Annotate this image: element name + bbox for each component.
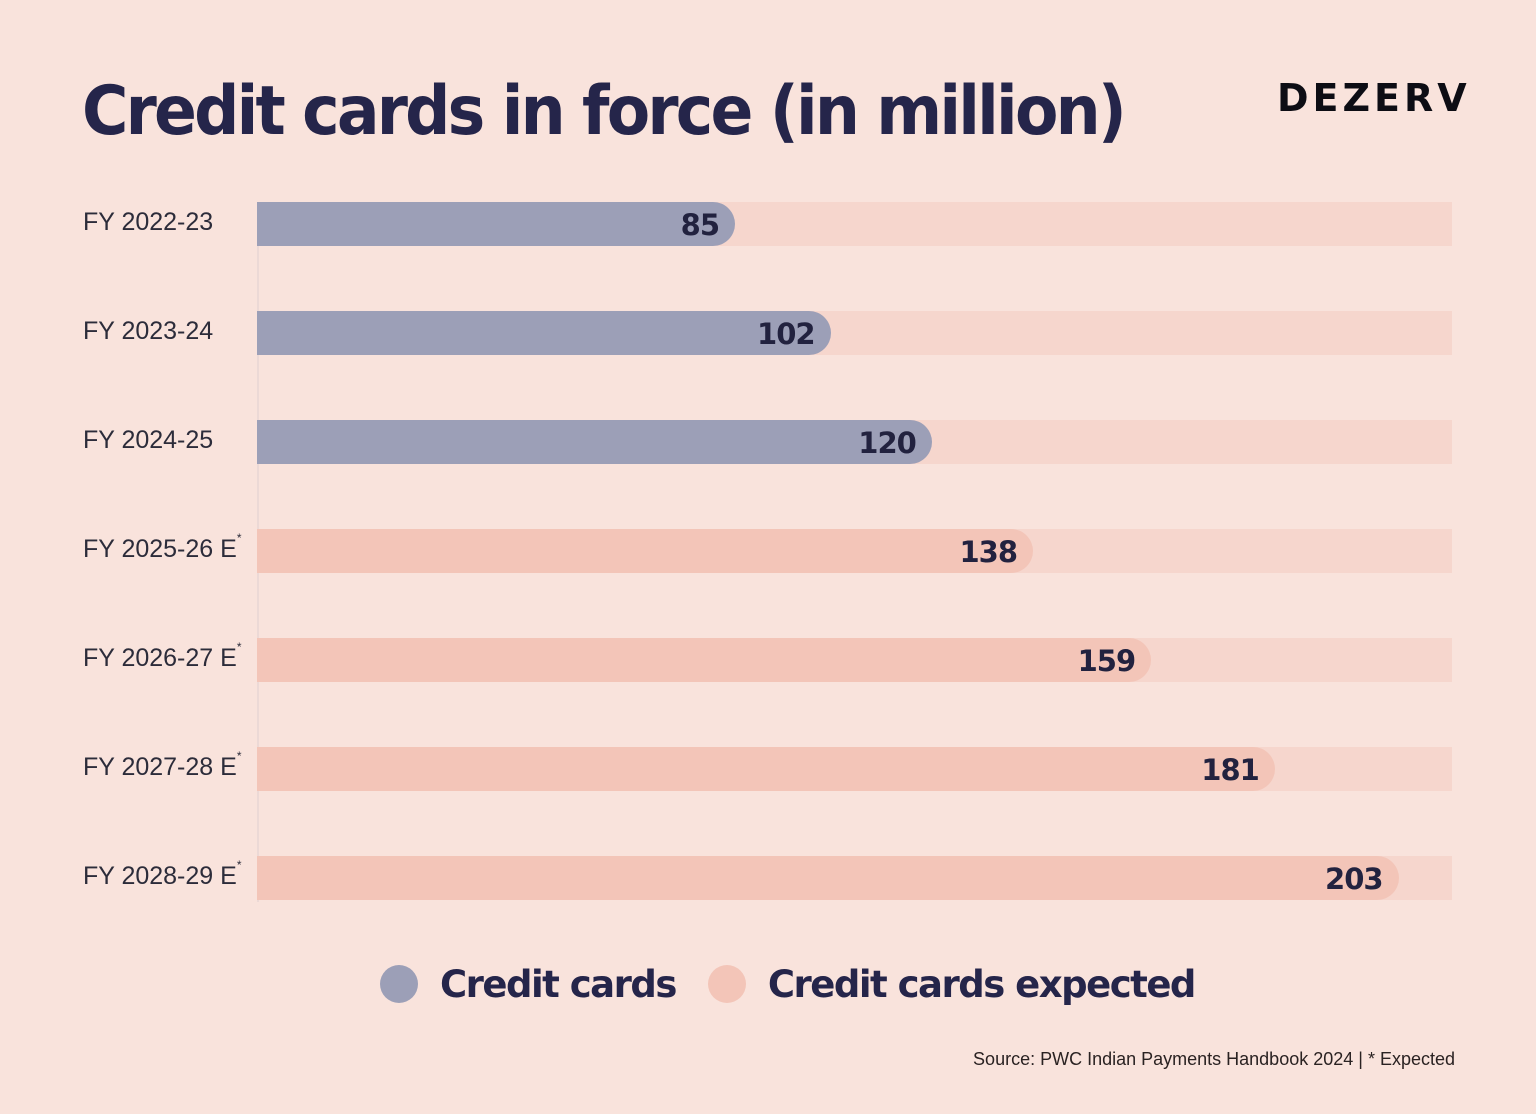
bar-value-label: 102 <box>757 317 815 351</box>
legend-swatch-credit-cards <box>380 965 418 1003</box>
bar-actual: 120 <box>257 420 932 464</box>
category-label: FY 2022-23 <box>83 208 213 237</box>
expected-marker: * <box>237 858 242 872</box>
category-label-text: FY 2027-28 E <box>83 753 237 781</box>
bar-value-label: 120 <box>858 426 916 460</box>
legend: Credit cards Credit cards expected <box>380 962 1227 1006</box>
category-label: FY 2024-25 <box>83 426 213 455</box>
category-label: FY 2025-26 E* <box>83 535 241 564</box>
category-label-text: FY 2022-23 <box>83 208 213 236</box>
bar-value-label: 138 <box>960 535 1018 569</box>
bar-row: FY 2023-24 102 <box>0 311 1536 355</box>
bar-row: FY 2025-26 E* 138 <box>0 529 1536 573</box>
bar-row: FY 2022-23 85 <box>0 202 1536 246</box>
legend-item-credit-cards: Credit cards <box>380 963 676 1006</box>
category-label-text: FY 2025-26 E <box>83 535 237 563</box>
bar-expected: 159 <box>257 638 1151 682</box>
bar-actual: 85 <box>257 202 735 246</box>
bar-expected: 181 <box>257 747 1275 791</box>
category-label-text: FY 2024-25 <box>83 426 213 454</box>
expected-marker: * <box>237 640 242 654</box>
category-label: FY 2026-27 E* <box>83 644 241 673</box>
expected-marker: * <box>237 749 242 763</box>
bar-value-label: 85 <box>681 208 719 242</box>
bar-row: FY 2026-27 E* 159 <box>0 638 1536 682</box>
bar-value-label: 181 <box>1201 753 1259 787</box>
bar-value-label: 203 <box>1325 862 1383 896</box>
bar-actual: 102 <box>257 311 831 355</box>
legend-label-credit-cards-expected: Credit cards expected <box>768 963 1195 1006</box>
category-label-text: FY 2028-29 E <box>83 862 237 890</box>
category-label: FY 2023-24 <box>83 317 213 346</box>
legend-swatch-credit-cards-expected <box>708 965 746 1003</box>
legend-label-credit-cards: Credit cards <box>440 963 676 1006</box>
category-label: FY 2028-29 E* <box>83 862 241 891</box>
category-label: FY 2027-28 E* <box>83 753 241 782</box>
legend-item-credit-cards-expected: Credit cards expected <box>708 963 1195 1006</box>
source-note: Source: PWC Indian Payments Handbook 202… <box>973 1049 1455 1070</box>
bar-value-label: 159 <box>1078 644 1136 678</box>
bar-row: FY 2028-29 E* 203 <box>0 856 1536 900</box>
expected-marker: * <box>237 531 242 545</box>
category-label-text: FY 2023-24 <box>83 317 213 345</box>
bar-expected: 138 <box>257 529 1033 573</box>
bar-row: FY 2027-28 E* 181 <box>0 747 1536 791</box>
bar-row: FY 2024-25 120 <box>0 420 1536 464</box>
category-label-text: FY 2026-27 E <box>83 644 237 672</box>
bar-expected: 203 <box>257 856 1399 900</box>
